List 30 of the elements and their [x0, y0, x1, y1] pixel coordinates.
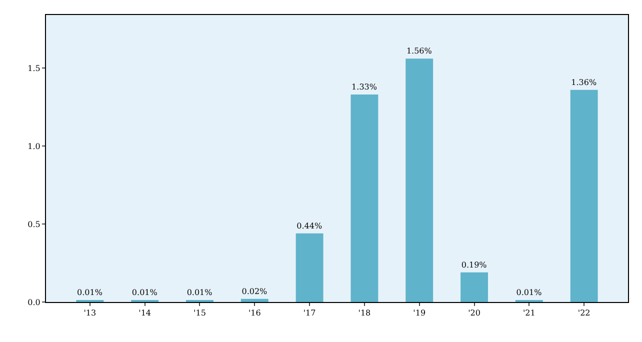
x-tick-label: '22 — [578, 308, 590, 318]
x-tick-label: '16 — [248, 308, 261, 318]
bar — [460, 272, 488, 302]
data-label: 0.01% — [132, 288, 158, 297]
data-label: 1.36% — [571, 78, 597, 87]
x-tick-label: '19 — [413, 308, 426, 318]
y-tick-label: 1.5 — [28, 64, 40, 73]
bar — [570, 90, 598, 302]
data-label: 0.01% — [186, 288, 213, 297]
bar — [406, 58, 434, 302]
bar — [296, 233, 324, 302]
x-tick-label: '21 — [522, 308, 536, 318]
y-tick-label: 0.0 — [28, 298, 40, 307]
x-tick-label: '14 — [138, 308, 152, 318]
data-label: 0.44% — [296, 221, 322, 230]
data-label: 0.19% — [461, 260, 488, 270]
data-label: 1.33% — [352, 82, 378, 92]
x-tick-label: '17 — [303, 308, 316, 318]
bar — [240, 298, 268, 302]
x-tick-label: '13 — [84, 308, 96, 318]
x-tick-label: '15 — [194, 308, 206, 318]
data-label: 1.56% — [406, 46, 432, 56]
data-label: 0.01% — [516, 288, 542, 297]
y-tick-label: 0.5 — [28, 220, 40, 229]
x-tick-label: '20 — [468, 308, 480, 318]
bar — [350, 94, 378, 302]
y-tick-label: 1.0 — [28, 142, 40, 151]
data-label: 0.02% — [242, 286, 268, 296]
x-tick-label: '18 — [358, 308, 371, 318]
data-label: 0.01% — [77, 288, 103, 297]
